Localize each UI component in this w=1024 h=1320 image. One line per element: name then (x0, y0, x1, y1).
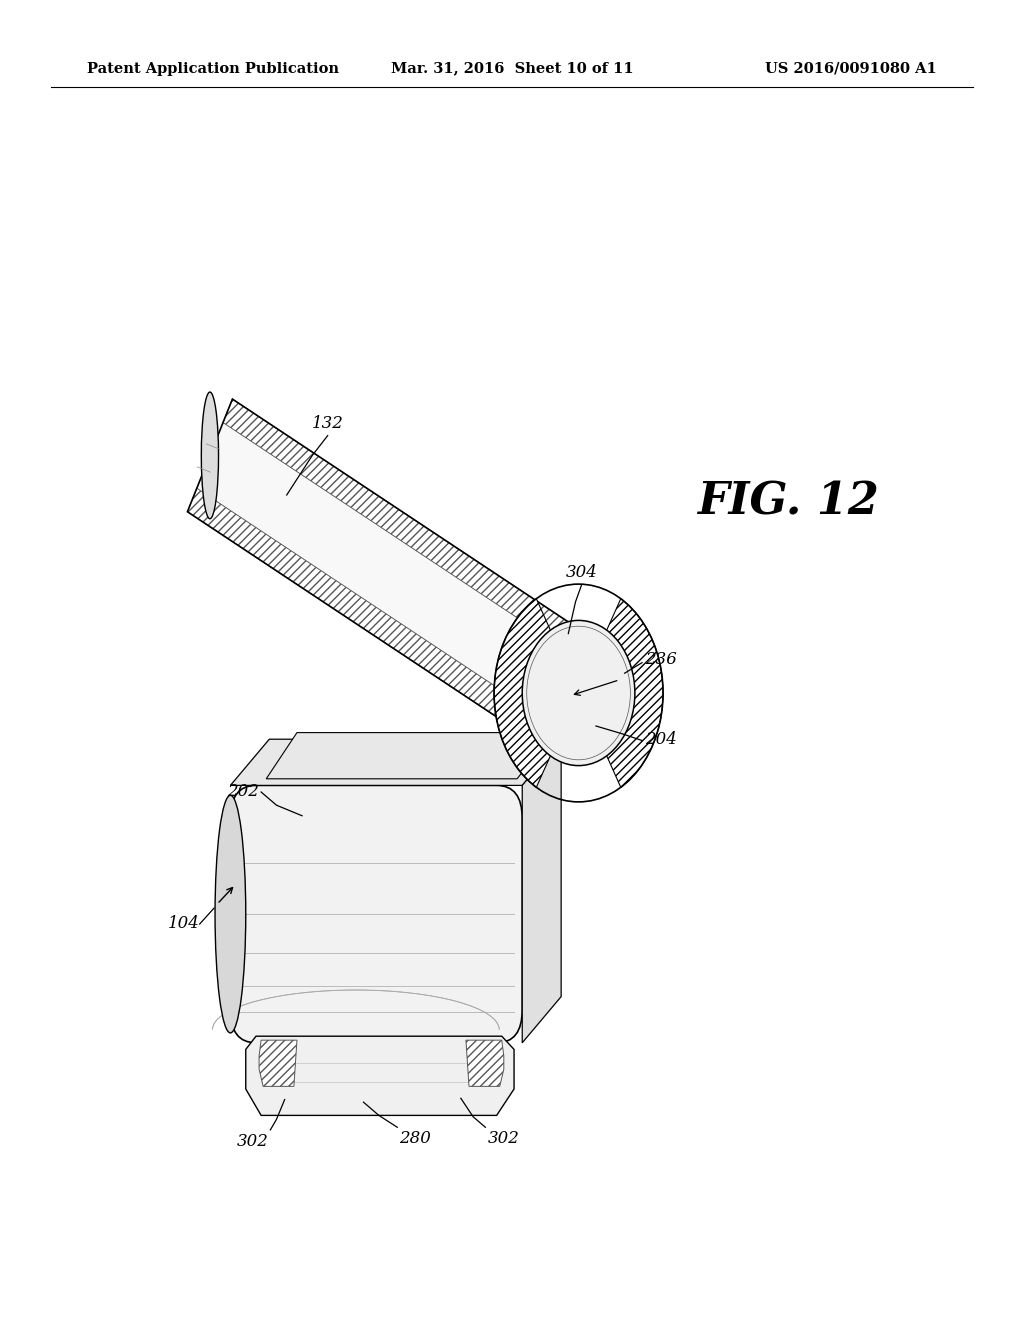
Text: 280: 280 (399, 1130, 431, 1147)
Text: 302: 302 (487, 1130, 519, 1147)
Circle shape (522, 620, 635, 766)
Wedge shape (603, 599, 664, 787)
Text: 132: 132 (311, 414, 344, 432)
Text: FIG. 12: FIG. 12 (697, 480, 880, 523)
Polygon shape (522, 739, 561, 1043)
Text: 204: 204 (645, 731, 677, 747)
Text: 104: 104 (168, 916, 200, 932)
Text: 236: 236 (645, 652, 677, 668)
Text: 202: 202 (227, 784, 259, 800)
Text: US 2016/0091080 A1: US 2016/0091080 A1 (765, 62, 937, 75)
Polygon shape (266, 733, 553, 779)
Polygon shape (246, 1036, 514, 1115)
Text: 302: 302 (237, 1133, 268, 1150)
Polygon shape (466, 1040, 504, 1086)
Polygon shape (259, 1040, 297, 1086)
Ellipse shape (202, 392, 218, 519)
FancyBboxPatch shape (230, 785, 522, 1043)
Polygon shape (223, 399, 581, 653)
Text: Patent Application Publication: Patent Application Publication (87, 62, 339, 75)
Text: 304: 304 (565, 564, 598, 581)
Wedge shape (494, 599, 554, 787)
Polygon shape (230, 739, 561, 785)
Polygon shape (187, 488, 545, 743)
Ellipse shape (215, 795, 246, 1034)
Polygon shape (197, 422, 571, 719)
Text: Mar. 31, 2016  Sheet 10 of 11: Mar. 31, 2016 Sheet 10 of 11 (391, 62, 633, 75)
